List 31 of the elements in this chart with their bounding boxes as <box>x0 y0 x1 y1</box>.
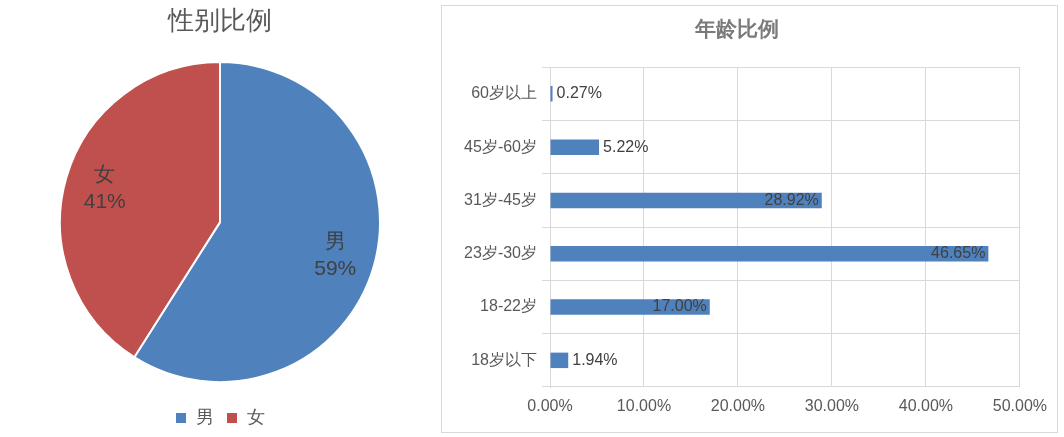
bar <box>550 352 569 369</box>
x-tick-label: 50.00% <box>992 397 1047 415</box>
data-label: 17.00% <box>652 297 707 315</box>
slice-label: 男 <box>324 229 346 253</box>
bar <box>550 299 710 315</box>
y-tick-label: 31岁-45岁 <box>464 190 537 208</box>
x-tick-label: 10.00% <box>616 397 672 415</box>
data-label: 5.22% <box>603 137 649 155</box>
y-tick-label: 18-22岁 <box>480 297 537 315</box>
data-label: 1.94% <box>572 350 618 368</box>
legend-label: 女 <box>247 406 265 427</box>
bar <box>550 86 553 102</box>
bar <box>550 139 600 155</box>
y-tick-label: 45岁-60岁 <box>464 137 537 155</box>
y-tick-label: 60岁以上 <box>471 84 537 102</box>
data-label: 41% <box>83 189 126 213</box>
chart-title: 性别比例 <box>167 4 272 35</box>
data-label: 46.65% <box>931 244 986 262</box>
data-label: 59% <box>314 256 357 280</box>
data-label: 0.27% <box>556 84 602 102</box>
bar <box>550 246 989 262</box>
legend-label: 男 <box>196 406 214 427</box>
x-tick-label: 30.00% <box>804 397 860 415</box>
chart-title: 年龄比例 <box>694 17 779 41</box>
slice-label: 女 <box>94 162 116 186</box>
x-tick-label: 20.00% <box>710 397 766 415</box>
y-tick-label: 23岁-30岁 <box>464 244 537 262</box>
x-tick-label: 0.00% <box>527 397 573 415</box>
data-label: 28.92% <box>764 190 819 208</box>
y-tick-label: 18岁以下 <box>471 350 537 368</box>
x-tick-label: 40.00% <box>898 397 954 415</box>
